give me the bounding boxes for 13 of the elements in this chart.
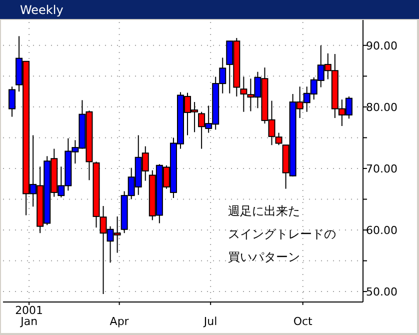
annotation: 買いパターン — [228, 250, 300, 264]
y-tick-label: 50.00 — [366, 286, 398, 299]
annotation: 週足に出来た — [228, 204, 300, 218]
y-tick-label: 60.00 — [366, 224, 398, 237]
x-tick-label: Apr — [110, 315, 130, 328]
x-tick-label: Jul — [202, 315, 218, 328]
x-tick-label: Oct — [293, 315, 314, 328]
y-tick-label: 70.00 — [366, 162, 398, 176]
annotation: スイングトレードの — [228, 227, 336, 241]
x-tick-label: 2001 Jan — [15, 304, 44, 328]
y-tick-label: 80.00 — [366, 100, 398, 114]
y-tick-label: 90.00 — [366, 39, 398, 52]
chart-title: Weekly — [20, 3, 64, 17]
